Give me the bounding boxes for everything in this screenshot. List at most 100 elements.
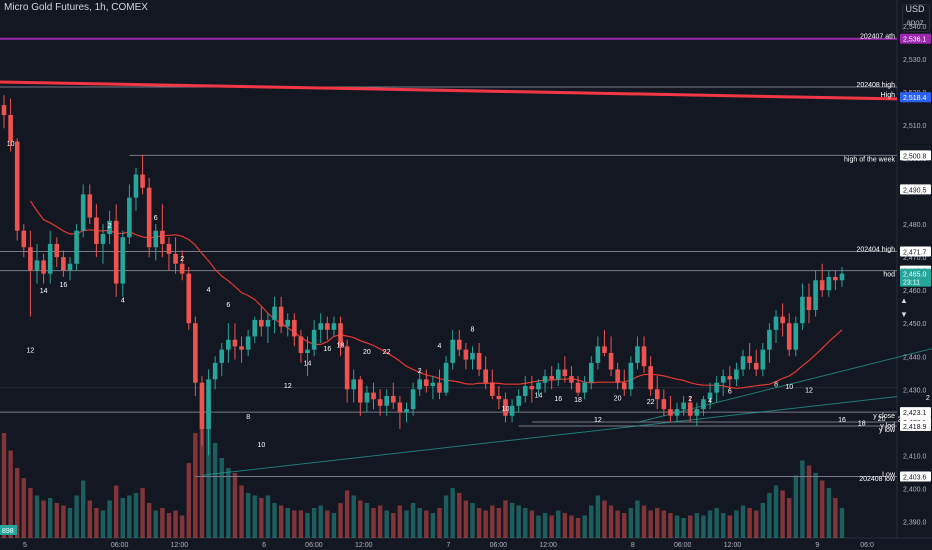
candle (806, 283, 812, 324)
candle (219, 343, 225, 377)
candle (753, 349, 759, 377)
price-tag: 2,418.9 (900, 420, 931, 431)
candle-body (463, 349, 469, 360)
volume-bar (800, 460, 805, 538)
candle-body (358, 379, 363, 403)
candle-body (753, 362, 759, 370)
volume-bar (100, 510, 106, 538)
volume-bar (259, 498, 264, 538)
hour-label: 18 (858, 420, 866, 427)
candle-body (509, 405, 515, 416)
volume-bar (265, 495, 271, 538)
candle-body (377, 399, 383, 406)
price-tag: 2,471.7 (900, 246, 931, 257)
currency-scale-button[interactable] (902, 4, 930, 32)
volume-bar (503, 500, 508, 538)
candle-body (628, 362, 634, 390)
candle-body (476, 352, 482, 370)
candle (417, 369, 423, 396)
candle-body (443, 362, 449, 393)
price-tag-bg (900, 184, 931, 195)
candle (595, 336, 601, 370)
hour-label: 8 (246, 414, 250, 421)
volume-bar (635, 500, 640, 538)
candle-body (160, 230, 165, 244)
candle (67, 257, 73, 281)
support-trend-line (201, 396, 898, 476)
candle-body (331, 323, 337, 330)
price-tag-bg (900, 150, 931, 161)
candle-body (588, 362, 594, 383)
candle (179, 250, 185, 281)
volume-bar (424, 510, 429, 538)
volume-bar (787, 498, 792, 538)
candle-body (437, 382, 442, 393)
candle-body (338, 323, 343, 347)
candle-body (602, 346, 607, 353)
time-label: 5 (23, 542, 27, 549)
candle (140, 154, 145, 195)
volume-bar (608, 505, 614, 538)
candle (694, 402, 700, 426)
candle (87, 184, 93, 225)
candle-body (232, 339, 238, 347)
volume-bar (430, 513, 436, 538)
price-tag-countdown: 23:11 (903, 280, 920, 287)
candle (278, 296, 284, 334)
candle-body (555, 369, 561, 380)
candle-body (34, 260, 40, 271)
volume-bar (450, 488, 455, 538)
volume-bar (325, 510, 330, 538)
candle (536, 379, 541, 396)
candle-body (410, 389, 416, 410)
volume-bar (833, 498, 838, 538)
hour-label: 4 (438, 343, 442, 350)
candle-body (199, 382, 205, 429)
hour-label: 22 (383, 349, 391, 356)
candle (727, 366, 733, 390)
candle (608, 336, 614, 377)
candle-body (28, 247, 33, 271)
candle-body (747, 356, 752, 363)
candle-body (654, 389, 660, 400)
scroll-up-icon[interactable]: ▲ (900, 296, 908, 305)
candle-body (173, 253, 178, 264)
candle (430, 376, 436, 400)
volume-bar (410, 503, 416, 538)
candle (358, 376, 363, 416)
candle (635, 336, 640, 370)
volume-bar (371, 508, 376, 538)
volume-bar (496, 508, 502, 538)
candle-body (8, 115, 13, 142)
candle (338, 316, 343, 357)
candle-body (615, 369, 620, 383)
candle (509, 399, 515, 423)
candle (232, 323, 238, 360)
volume-bar (655, 508, 660, 538)
volume-bar (747, 508, 752, 538)
hour-label: 10 (502, 406, 510, 413)
candle (206, 369, 211, 456)
candle (628, 356, 634, 396)
time-label: 9 (815, 542, 819, 549)
scroll-down-icon[interactable]: ▼ (900, 310, 908, 319)
volume-bar (252, 495, 257, 538)
candle (113, 204, 119, 297)
volume-bar (212, 443, 218, 538)
candle-body (430, 382, 436, 386)
volume-bar (377, 505, 383, 538)
candle-body (621, 382, 627, 390)
volume-bar (107, 500, 112, 538)
hour-label: 22 (647, 399, 655, 406)
volume-bar (21, 478, 26, 538)
volume-bar (457, 493, 462, 538)
volume-bar (536, 515, 541, 538)
volume-bar (767, 493, 772, 538)
volume-bar (780, 490, 785, 538)
candle-body (21, 230, 27, 248)
hour-label: 10 (7, 141, 15, 148)
candle (199, 376, 205, 446)
candle-body (87, 194, 93, 218)
price-tag: 2,518.4 (900, 92, 931, 103)
